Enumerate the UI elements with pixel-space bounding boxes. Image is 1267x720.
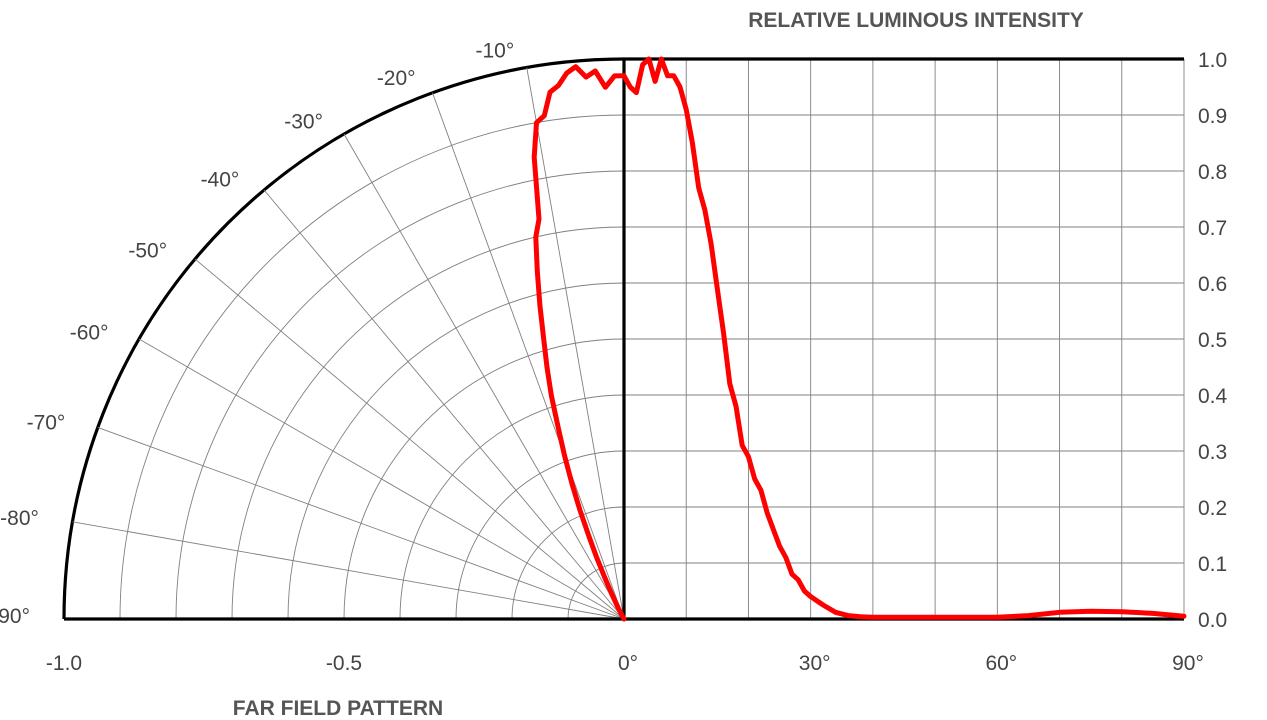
- angle-tick-label: -90°: [0, 605, 30, 628]
- polar-grid-arc: [119, 114, 625, 620]
- chart-title: RELATIVE LUMINOUS INTENSITY: [748, 9, 1084, 32]
- angle-tick-label: -60°: [70, 321, 109, 344]
- y-tick-label: 0.1: [1198, 553, 1227, 576]
- y-tick-label: 0.2: [1198, 497, 1227, 520]
- angle-tick-label: -80°: [0, 507, 39, 530]
- polar-grid-spoke: [194, 258, 625, 620]
- polar-grid-arc: [287, 282, 625, 620]
- polar-grid-spoke: [526, 67, 625, 620]
- y-tick-label: 0.3: [1198, 441, 1227, 464]
- polar-outer-arc: [62, 57, 625, 620]
- angle-tick-label: -70°: [27, 411, 66, 434]
- polar-grid-spoke: [432, 92, 625, 620]
- x-tick-label: 30°: [799, 652, 831, 675]
- angle-tick-label: -20°: [377, 67, 416, 90]
- axes: [64, 57, 1184, 621]
- y-tick-label: 0.5: [1198, 329, 1227, 352]
- y-tick-label: 1.0: [1198, 49, 1227, 72]
- rect-series: [621, 56, 1187, 620]
- angle-tick-label: -40°: [201, 169, 240, 192]
- polar-grid-arc: [567, 562, 625, 620]
- polar-grid-spoke: [72, 521, 625, 620]
- polar-grid-arc: [511, 506, 625, 620]
- polar-grid-arc: [175, 170, 625, 620]
- rect-grid: [624, 59, 1185, 619]
- y-tick-label: 0.9: [1198, 105, 1227, 128]
- y-tick-label: 0.8: [1198, 161, 1227, 184]
- polar-grid-spoke: [343, 133, 625, 620]
- y-tick-label: 0.7: [1198, 217, 1227, 240]
- angle-tick-label: -50°: [128, 240, 167, 263]
- x-tick-label: 60°: [985, 652, 1017, 675]
- polar-grid-arc: [399, 394, 625, 620]
- polar-grid-arc: [231, 226, 625, 620]
- polar-series-line: [531, 64, 627, 622]
- y-tick-label: 0.4: [1198, 385, 1228, 408]
- angle-tick-label: -30°: [284, 111, 323, 134]
- polar-series: [531, 64, 627, 622]
- radius-tick-label: -1.0: [46, 652, 82, 675]
- polar-grid: [62, 57, 625, 620]
- polar-grid-spoke: [263, 189, 625, 620]
- polar-grid-spoke: [138, 338, 625, 620]
- radius-tick-label: -0.5: [326, 652, 362, 675]
- tick-labels: 0.0 0.1 0.2 0.3 0.4 0.5 0.6 0.7 0.8 0.9 1.0 0° 30° 60…: [0, 40, 1228, 675]
- rect-series-line: [621, 56, 1187, 620]
- angle-tick-label: -10°: [475, 40, 514, 63]
- polar-grid-arc: [455, 450, 625, 620]
- y-tick-label: 0.6: [1198, 273, 1227, 296]
- polar-grid-arc: [343, 338, 625, 620]
- x-tick-label: 90°: [1172, 652, 1204, 675]
- x-tick-label: 0°: [618, 652, 638, 675]
- chart-subtitle: FAR FIELD PATTERN: [233, 697, 443, 720]
- polar-grid-spoke: [97, 427, 625, 620]
- y-tick-label: 0.0: [1198, 609, 1227, 632]
